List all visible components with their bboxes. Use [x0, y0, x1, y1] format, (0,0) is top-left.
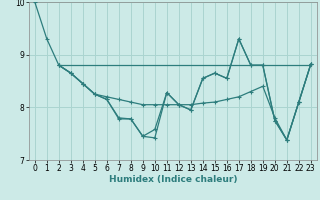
X-axis label: Humidex (Indice chaleur): Humidex (Indice chaleur)	[108, 175, 237, 184]
